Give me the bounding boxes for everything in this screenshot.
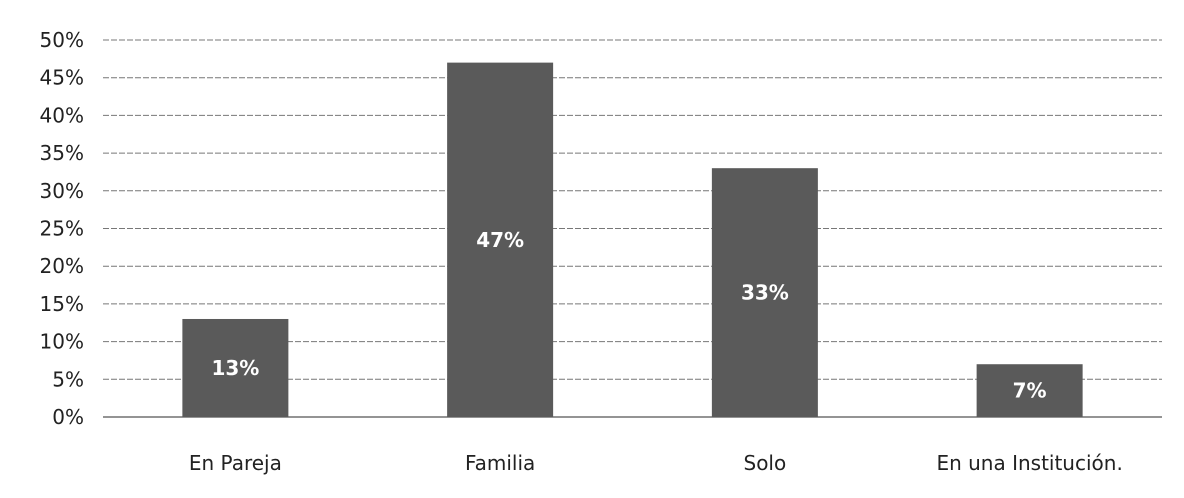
y-tick-label: 50%: [40, 28, 84, 52]
y-tick-label: 0%: [52, 405, 84, 429]
y-tick-label: 35%: [40, 141, 84, 165]
bar: [447, 62, 554, 418]
bar: [182, 318, 289, 417]
y-tick-label: 45%: [40, 66, 84, 90]
bar-data-label: 47%: [476, 228, 524, 252]
bar-data-label: 33%: [741, 281, 789, 305]
bar: [711, 168, 818, 417]
y-tick-label: 10%: [40, 330, 84, 354]
bar-data-label: 13%: [211, 356, 259, 380]
y-tick-label: 15%: [40, 292, 84, 316]
x-category-label: En Pareja: [189, 451, 282, 475]
x-category-label: Solo: [744, 451, 787, 475]
y-tick-label: 20%: [40, 254, 84, 278]
bar-data-label: 7%: [1013, 379, 1047, 403]
y-tick-label: 40%: [40, 103, 84, 127]
bar: [976, 364, 1083, 417]
x-category-label: En una Institución.: [936, 451, 1122, 475]
y-tick-label: 30%: [40, 179, 84, 203]
x-category-label: Familia: [465, 451, 535, 475]
y-tick-label: 25%: [40, 217, 84, 241]
y-tick-label: 5%: [52, 367, 84, 391]
